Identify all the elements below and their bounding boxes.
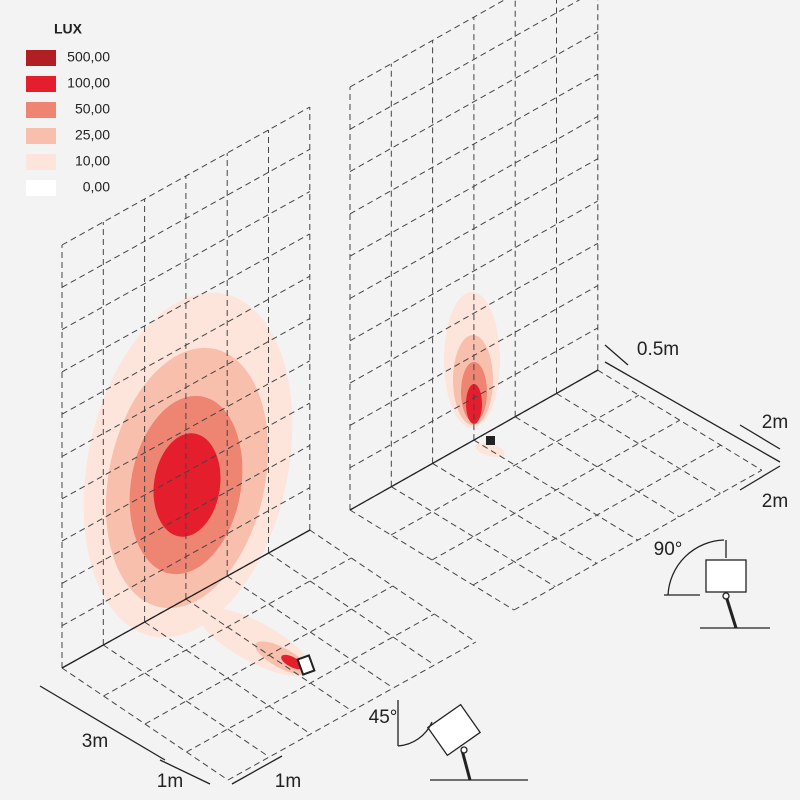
legend-swatch bbox=[26, 76, 56, 92]
dimension-label: 0.5m bbox=[637, 339, 679, 360]
grid-line bbox=[391, 486, 556, 588]
grid-line bbox=[61, 106, 311, 246]
grid-line bbox=[61, 148, 311, 288]
grid-line bbox=[186, 613, 435, 753]
legend-swatch bbox=[26, 128, 56, 144]
angle-label: 90° bbox=[654, 539, 683, 560]
legend-label: 100,00 bbox=[67, 75, 110, 91]
grid-line bbox=[349, 327, 599, 469]
grid-line bbox=[390, 394, 640, 536]
grid-line bbox=[61, 444, 311, 584]
grid-line bbox=[349, 158, 599, 299]
grid-line bbox=[472, 444, 722, 586]
dimension-label: 1m bbox=[157, 771, 183, 792]
angle-diagram-45 bbox=[397, 700, 528, 781]
legend-label: 50,00 bbox=[75, 101, 110, 117]
grid-line bbox=[226, 575, 394, 689]
legend-label: 10,00 bbox=[75, 153, 110, 169]
grid-line bbox=[61, 360, 311, 500]
grid-line bbox=[61, 233, 311, 373]
grid-line bbox=[61, 318, 311, 457]
grid-line bbox=[349, 509, 515, 611]
angle-label: 45° bbox=[369, 707, 398, 728]
grid-line bbox=[349, 285, 599, 426]
isolux-contour bbox=[466, 384, 482, 424]
grid-line bbox=[349, 73, 599, 215]
grid-line bbox=[556, 393, 721, 494]
isolux-contour bbox=[281, 654, 303, 670]
dimension-lines bbox=[39, 344, 781, 785]
dimension-label: 2m bbox=[762, 491, 788, 512]
legend-swatch bbox=[26, 102, 56, 118]
grid-line bbox=[349, 0, 506, 88]
legend-label: 25,00 bbox=[75, 127, 110, 143]
grid-line bbox=[513, 469, 763, 611]
dimension-label: 3m bbox=[82, 731, 108, 752]
angle-diagram-90 bbox=[664, 539, 770, 629]
isolux-contour bbox=[475, 443, 505, 457]
legend-label: 0,00 bbox=[83, 179, 110, 195]
legend-swatch bbox=[26, 154, 56, 170]
grid-line bbox=[349, 242, 599, 384]
grid-line bbox=[431, 419, 681, 561]
grid-line bbox=[349, 115, 599, 257]
legend-swatch bbox=[26, 180, 56, 196]
legend-label: 500,00 bbox=[67, 49, 110, 65]
legend-title: LUX bbox=[54, 21, 83, 37]
grid-line bbox=[268, 552, 435, 666]
grid-line bbox=[61, 487, 311, 627]
grid-line bbox=[61, 402, 311, 542]
grid-line bbox=[349, 31, 599, 173]
grid-line bbox=[61, 275, 311, 415]
grid-line bbox=[432, 462, 597, 564]
fixture-right bbox=[486, 436, 495, 445]
grid-line bbox=[514, 416, 680, 518]
base-line bbox=[61, 529, 311, 669]
grid-line bbox=[61, 191, 311, 331]
legend-swatch bbox=[26, 50, 56, 66]
dimension-label: 2m bbox=[762, 412, 788, 433]
legend: 500,00 100,00 50,00 25,00 10,00 0,00 bbox=[26, 49, 110, 196]
grid-line bbox=[473, 439, 639, 541]
base-line bbox=[349, 369, 599, 511]
grids bbox=[61, 0, 763, 781]
grid-line bbox=[103, 644, 270, 758]
grid-line bbox=[349, 200, 599, 342]
grid-line bbox=[144, 585, 394, 725]
dimension-label: 1m bbox=[275, 771, 301, 792]
isolux-contour bbox=[153, 433, 221, 537]
fixture-left bbox=[296, 654, 316, 676]
grid-line bbox=[349, 0, 581, 130]
grid-line bbox=[597, 369, 763, 471]
grid-line bbox=[103, 557, 352, 697]
grid-line bbox=[227, 641, 477, 781]
